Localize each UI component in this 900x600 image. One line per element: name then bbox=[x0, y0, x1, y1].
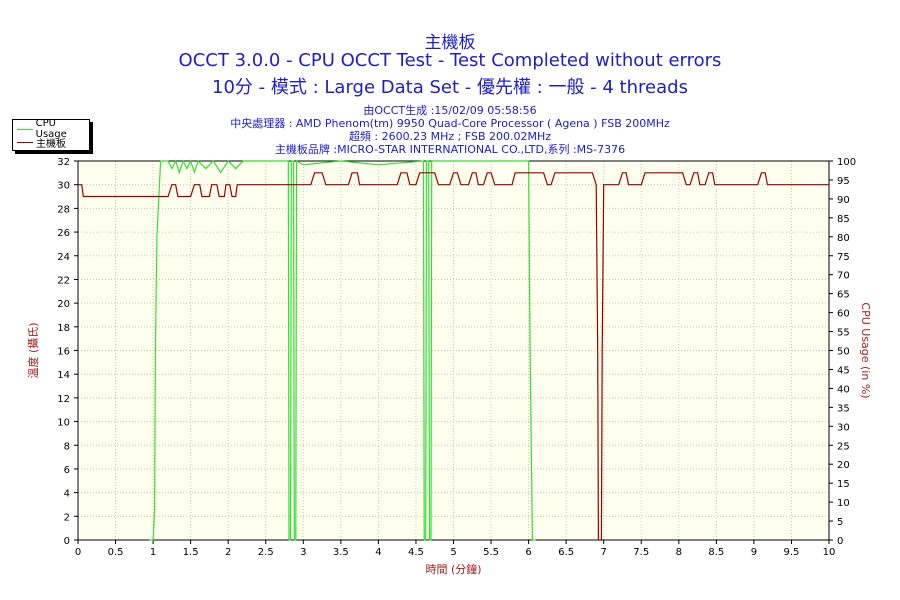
y-left-tick-label: 0 bbox=[64, 536, 70, 547]
info-motherboard: 主機板品牌 :MICRO-STAR INTERNATIONAL CO.,LTD,… bbox=[274, 143, 626, 156]
x-tick-label: 7 bbox=[601, 547, 607, 558]
x-tick-label: 0 bbox=[75, 547, 81, 558]
x-tick-label: 8 bbox=[676, 547, 682, 558]
y-left-tick-label: 22 bbox=[57, 275, 70, 286]
y-right-tick-label: 5 bbox=[837, 517, 843, 528]
y-right-tick-label: 60 bbox=[837, 309, 850, 320]
info-generated: 由OCCT生成 :15/02/09 05:58:56 bbox=[363, 104, 537, 117]
y-right-tick-label: 80 bbox=[837, 233, 850, 244]
info-cpu: 中央處理器 : AMD Phenom(tm) 9950 Quad-Core Pr… bbox=[230, 117, 670, 130]
y-right-tick-label: 90 bbox=[837, 195, 850, 206]
series-line-cpu-usage bbox=[149, 159, 537, 541]
x-tick-label: 1.5 bbox=[183, 547, 199, 558]
x-tick-label: 8.5 bbox=[708, 547, 724, 558]
x-tick-label: 3 bbox=[300, 547, 306, 558]
x-tick-label: 10 bbox=[823, 547, 836, 558]
y-left-tick-label: 16 bbox=[57, 347, 70, 358]
y-right-tick-label: 85 bbox=[837, 214, 850, 225]
x-tick-label: 4 bbox=[375, 547, 381, 558]
y-left-tick-label: 30 bbox=[57, 181, 70, 192]
x-tick-label: 3.5 bbox=[333, 547, 349, 558]
y-right-tick-label: 45 bbox=[837, 365, 850, 376]
x-tick-label: 9.5 bbox=[783, 547, 799, 558]
y-right-tick-label: 75 bbox=[837, 252, 850, 263]
y-left-tick-label: 32 bbox=[57, 157, 70, 168]
y-right-tick-label: 20 bbox=[837, 460, 850, 471]
legend: CPU Usage 主機板 bbox=[12, 118, 90, 151]
legend-label-motherboard: 主機板 bbox=[36, 138, 66, 150]
x-tick-label: 6 bbox=[525, 547, 531, 558]
x-tick-label: 4.5 bbox=[408, 547, 424, 558]
x-tick-label: 2.5 bbox=[258, 547, 274, 558]
y-left-tick-label: 14 bbox=[57, 370, 70, 381]
chart-subtitle-2: 10分 - 模式 : Large Data Set - 優先權 : 一般 - 4… bbox=[212, 77, 688, 98]
y-left-tick-label: 6 bbox=[64, 465, 70, 476]
y-left-axis-label: 溫度 (攝氏) bbox=[26, 322, 40, 378]
y-left-tick-label: 4 bbox=[64, 489, 70, 500]
y-right-tick-label: 40 bbox=[837, 384, 850, 395]
y-left-tick-label: 8 bbox=[64, 441, 70, 452]
y-left-tick-label: 18 bbox=[57, 323, 70, 334]
info-clock: 超頻 : 2600.23 MHz ; FSB 200.02MHz bbox=[348, 130, 552, 143]
x-tick-label: 0.5 bbox=[108, 547, 124, 558]
y-right-tick-label: 100 bbox=[837, 157, 856, 168]
series-line-motherboard bbox=[78, 172, 829, 541]
y-left-tick-label: 12 bbox=[57, 394, 70, 405]
chart-title: 主機板 bbox=[424, 33, 476, 53]
x-tick-label: 6.5 bbox=[558, 547, 574, 558]
y-right-axis-label: CPU Usage (in %) bbox=[859, 302, 872, 398]
y-left-tick-label: 10 bbox=[57, 418, 70, 429]
y-right-tick-label: 15 bbox=[837, 479, 850, 490]
y-left-tick-label: 2 bbox=[64, 512, 70, 523]
x-tick-label: 5.5 bbox=[483, 547, 499, 558]
legend-label-cpu-usage: CPU Usage bbox=[35, 118, 67, 140]
y-right-tick-label: 55 bbox=[837, 328, 850, 339]
x-tick-label: 7.5 bbox=[633, 547, 649, 558]
chart-subtitle-1: OCCT 3.0.0 - CPU OCCT Test - Test Comple… bbox=[178, 50, 722, 71]
y-right-tick-label: 0 bbox=[837, 536, 843, 547]
x-tick-label: 1 bbox=[150, 547, 156, 558]
y-left-tick-label: 24 bbox=[57, 252, 70, 263]
x-tick-label: 9 bbox=[751, 547, 757, 558]
y-left-tick-label: 28 bbox=[57, 204, 70, 215]
y-right-tick-label: 70 bbox=[837, 271, 850, 282]
y-left-tick-label: 26 bbox=[57, 228, 70, 239]
y-right-tick-label: 35 bbox=[837, 403, 850, 414]
legend-swatch-cpu-usage bbox=[17, 128, 33, 130]
y-right-tick-label: 65 bbox=[837, 290, 850, 301]
y-right-tick-label: 10 bbox=[837, 498, 850, 509]
y-left-tick-label: 20 bbox=[57, 299, 70, 310]
x-tick-label: 2 bbox=[225, 547, 231, 558]
x-axis-label: 時間 (分鐘) bbox=[425, 562, 481, 576]
legend-item-cpu-usage: CPU Usage bbox=[17, 118, 89, 140]
y-right-tick-label: 95 bbox=[837, 176, 850, 187]
legend-swatch-motherboard bbox=[17, 141, 33, 143]
x-tick-label: 5 bbox=[450, 547, 456, 558]
y-right-tick-label: 50 bbox=[837, 347, 850, 358]
y-right-tick-label: 30 bbox=[837, 422, 850, 433]
legend-item-motherboard: 主機板 bbox=[17, 136, 66, 150]
y-right-tick-label: 25 bbox=[837, 441, 850, 452]
